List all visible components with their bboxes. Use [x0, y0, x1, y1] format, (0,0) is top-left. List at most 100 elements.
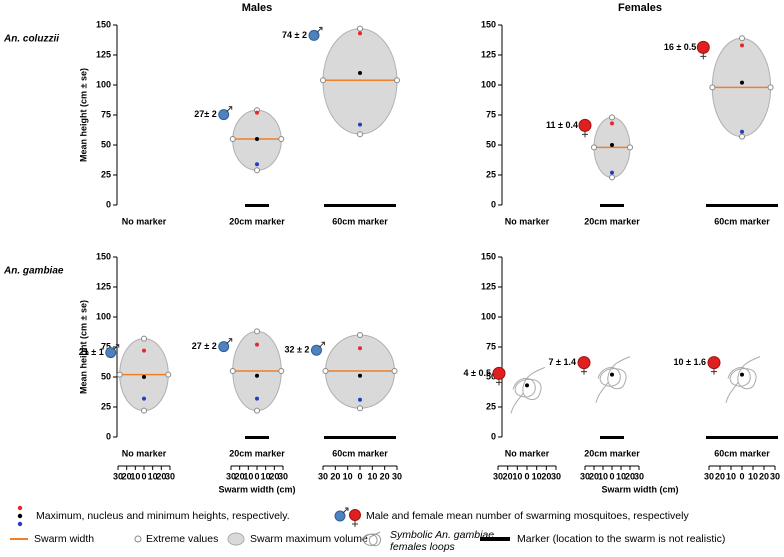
min-point: [740, 129, 744, 134]
y-tick-label: 75: [486, 109, 496, 119]
max-point: [610, 121, 614, 126]
x-tick-label: 10: [726, 471, 736, 481]
y-tick-label: 125: [481, 281, 496, 291]
y-tick-label: 50: [101, 139, 111, 149]
y-tick-label: 0: [491, 431, 496, 441]
marker-bar: [600, 204, 624, 207]
y-tick-label: 50: [486, 371, 496, 381]
category-label: 20cm marker: [584, 216, 640, 226]
male-icon: [105, 347, 117, 359]
x-tick-label: 20: [330, 471, 340, 481]
marker-bar: [324, 436, 396, 439]
x-tick-label: 20: [122, 471, 132, 481]
y-tick-label: 25: [101, 169, 111, 179]
nucleus-point: [525, 383, 529, 388]
extreme-point: [739, 133, 745, 140]
y-tick-label: 25: [486, 169, 496, 179]
min-point: [358, 122, 362, 127]
swarm-volume: [322, 28, 398, 135]
x-tick-label: 30: [770, 471, 780, 481]
category-label: No marker: [122, 216, 167, 226]
legend: Maximum, nucleus and minimum heights, re…: [10, 505, 725, 553]
female-icon: [496, 379, 502, 386]
female-icon: [577, 356, 591, 370]
y-tick-label: 100: [96, 79, 111, 89]
category-label: 60cm marker: [332, 448, 388, 458]
extreme-point: [229, 136, 236, 142]
extreme-point: [165, 371, 172, 378]
max-point: [740, 43, 744, 48]
marker-bar: [706, 436, 778, 439]
male-icon: [319, 341, 325, 348]
y-tick-label: 100: [481, 311, 496, 321]
panel-title: Females: [618, 2, 662, 14]
min-point: [142, 396, 146, 401]
category-label: No marker: [122, 448, 167, 458]
max-point: [358, 346, 362, 351]
y-tick-label: 100: [481, 79, 496, 89]
x-tick-label: 10: [367, 471, 377, 481]
extreme-point: [709, 84, 716, 91]
legend-ellipse: [227, 532, 245, 546]
nucleus-point: [255, 373, 259, 378]
legend-loops: [361, 531, 382, 547]
x-tick-label: 0: [357, 471, 362, 481]
nucleus-point: [610, 143, 614, 147]
y-tick-label: 0: [491, 199, 496, 209]
x-tick-label: 20: [589, 471, 599, 481]
extreme-point: [322, 368, 329, 374]
x-axis-label: Swarm width (cm): [601, 484, 678, 494]
count-label: 74 ± 2: [282, 30, 307, 40]
x-tick-label: 10: [243, 471, 253, 481]
y-tick-label: 25: [101, 401, 111, 411]
marker-bar: [245, 204, 269, 207]
y-tick-label: 150: [96, 19, 111, 29]
x-tick-label: 20: [541, 471, 551, 481]
y-tick-label: 150: [481, 251, 496, 261]
x-tick-label: 0: [254, 471, 259, 481]
x-tick-label: 10: [512, 471, 522, 481]
extreme-point: [320, 77, 326, 84]
female-loops: [510, 366, 546, 414]
x-tick-label: 30: [634, 471, 644, 481]
nucleus-point: [255, 137, 259, 141]
x-tick-label: 0: [739, 471, 744, 481]
extreme-point: [254, 328, 260, 335]
y-tick-label: 100: [96, 311, 111, 321]
legend-dot: [17, 513, 23, 519]
legend-text: Extreme values: [146, 533, 218, 545]
extreme-point: [278, 136, 285, 142]
x-tick-label: 10: [261, 471, 271, 481]
count-label: 27± 2: [194, 109, 216, 119]
max-point: [142, 348, 146, 353]
x-tick-label: 20: [156, 471, 166, 481]
female-icon: [707, 356, 721, 370]
male-icon: [334, 510, 346, 522]
extreme-point: [229, 368, 236, 374]
x-tick-label: 0: [609, 471, 614, 481]
x-tick-label: 20: [269, 471, 279, 481]
extreme-point: [627, 144, 633, 151]
x-tick-label: 10: [616, 471, 626, 481]
y-tick-label: 150: [96, 251, 111, 261]
nucleus-point: [358, 373, 362, 378]
count-label: 7 ± 1.4: [549, 357, 576, 367]
category-label: 20cm marker: [584, 448, 640, 458]
male-icon: [310, 344, 322, 356]
male-icon: [308, 29, 320, 41]
y-tick-label: 150: [481, 19, 496, 29]
legend-text: females loops: [390, 541, 456, 553]
x-tick-label: 30: [318, 471, 328, 481]
x-tick-label: 20: [759, 471, 769, 481]
x-tick-label: 10: [130, 471, 140, 481]
x-tick-label: 20: [715, 471, 725, 481]
extreme-point: [357, 131, 363, 138]
y-tick-label: 125: [96, 281, 111, 291]
count-label: 32 ± 2: [284, 345, 309, 355]
x-tick-label: 20: [380, 471, 390, 481]
extreme-point: [591, 144, 597, 151]
extreme-point: [357, 332, 363, 338]
legend-text: Swarm maximum volume: [250, 533, 368, 545]
female-loops: [595, 356, 631, 403]
